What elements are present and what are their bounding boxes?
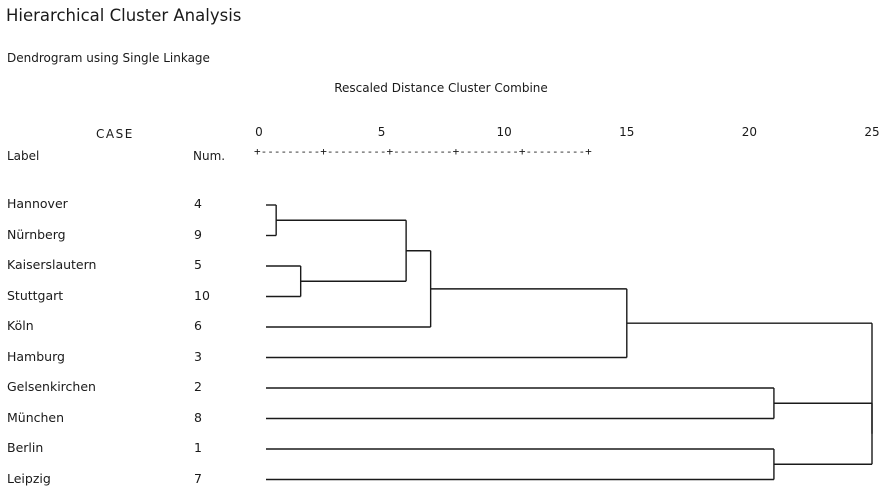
header-num: Num. <box>193 149 226 163</box>
case-label: Stuttgart <box>7 287 64 303</box>
case-label: Leipzig <box>7 470 51 486</box>
case-label: München <box>7 409 65 425</box>
case-num: 2 <box>194 379 202 394</box>
tick-label: 5 <box>377 125 386 139</box>
header-label: Label <box>7 149 40 163</box>
case-label: Nürnberg <box>7 226 66 242</box>
case-label: Köln <box>7 318 34 333</box>
case-num: 10 <box>194 287 210 303</box>
case-num: 7 <box>194 470 202 486</box>
chart-title: Hierarchical Cluster Analysis <box>6 6 242 25</box>
axis-title: Rescaled Distance Cluster Combine <box>334 81 548 95</box>
chart-subtitle: Dendrogram using Single Linkage <box>7 51 210 65</box>
case-num: 6 <box>194 318 202 333</box>
header-case: CASE <box>96 127 134 141</box>
case-num: 1 <box>194 440 202 455</box>
case-label: Gelsenkirchen <box>7 379 96 394</box>
tick-label: 15 <box>619 125 635 139</box>
tick-label: 10 <box>496 125 512 139</box>
case-num: 8 <box>194 409 202 425</box>
case-label: Kaiserslautern <box>7 257 97 272</box>
tick-label: 20 <box>741 125 758 139</box>
axis-ruler: +---------+---------+---------+---------… <box>254 145 592 158</box>
case-num: 9 <box>194 226 202 242</box>
case-num: 4 <box>194 196 202 211</box>
case-label: Hannover <box>7 196 68 211</box>
case-num: 3 <box>194 348 202 364</box>
case-label: Berlin <box>7 440 44 455</box>
case-num: 5 <box>194 257 202 272</box>
tick-label: 25 <box>864 125 880 139</box>
tick-label: 0 <box>255 125 263 139</box>
case-label: Hamburg <box>7 348 65 364</box>
